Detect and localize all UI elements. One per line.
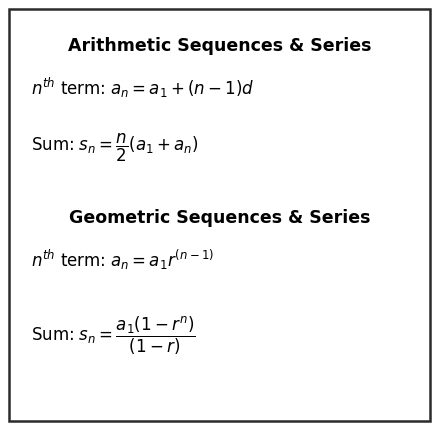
Text: Sum: $s_n = \dfrac{a_1(1-r^n)}{(1-r)}$: Sum: $s_n = \dfrac{a_1(1-r^n)}{(1-r)}$ [31, 314, 195, 356]
Text: Geometric Sequences & Series: Geometric Sequences & Series [69, 209, 369, 227]
FancyBboxPatch shape [9, 9, 429, 421]
Text: Arithmetic Sequences & Series: Arithmetic Sequences & Series [67, 37, 371, 55]
Text: Sum: $s_n = \dfrac{n}{2}(a_1 + a_n)$: Sum: $s_n = \dfrac{n}{2}(a_1 + a_n)$ [31, 132, 198, 164]
Text: $n^{th}$ term: $a_n = a_1 + (n-1)d$: $n^{th}$ term: $a_n = a_1 + (n-1)d$ [31, 76, 254, 100]
Text: $n^{th}$ term: $a_n = a_1 r^{(n-1)}$: $n^{th}$ term: $a_n = a_1 r^{(n-1)}$ [31, 248, 213, 272]
